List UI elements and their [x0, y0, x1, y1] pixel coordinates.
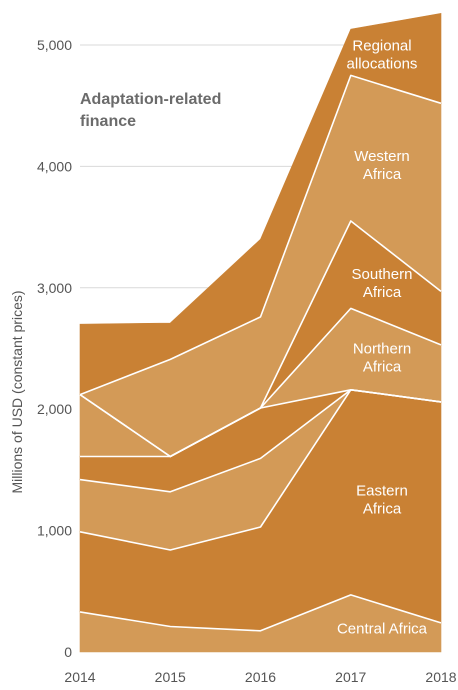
area-boundary [79, 594, 442, 632]
x-tick-label: 2017 [335, 669, 366, 685]
y-tick-label: 3,000 [37, 280, 72, 296]
chart-title: Adaptation-related finance [80, 91, 221, 130]
y-tick-label: 5,000 [37, 37, 72, 53]
x-tick-labels: 2014 2015 2016 2017 2018 [64, 669, 456, 685]
area-layers [79, 13, 442, 653]
y-tick-label: 4,000 [37, 158, 72, 174]
series-label: Eastern [356, 482, 408, 499]
boundary-lines [79, 74, 442, 632]
y-tick-label: 2,000 [37, 401, 72, 417]
series-label: Africa [363, 359, 402, 376]
y-axis-title: Millions of USD (constant prices) [9, 290, 25, 493]
series-label: Regional [352, 37, 411, 54]
x-tick-label: 2018 [425, 669, 456, 685]
area-boundary [79, 220, 442, 458]
area-boundary [79, 74, 442, 396]
x-tick-label: 2015 [155, 669, 186, 685]
series-label: Southern [352, 266, 413, 283]
x-tick-label: 2014 [64, 669, 95, 685]
y-tick-labels: 0 1,000 2,000 3,000 4,000 5,000 [37, 37, 72, 660]
series-label: Africa [363, 166, 402, 183]
x-tick-label: 2016 [245, 669, 276, 685]
series-label: Africa [363, 284, 402, 301]
series-label: Central Africa [337, 620, 428, 637]
series-label: Africa [363, 500, 402, 517]
y-tick-label: 1,000 [37, 523, 72, 539]
series-label: Northern [353, 341, 411, 358]
series-label: Western [354, 148, 410, 165]
series-label: allocations [347, 55, 418, 72]
series-labels: Central AfricaEasternAfricaNorthernAfric… [337, 37, 428, 637]
y-tick-label: 0 [64, 644, 72, 660]
